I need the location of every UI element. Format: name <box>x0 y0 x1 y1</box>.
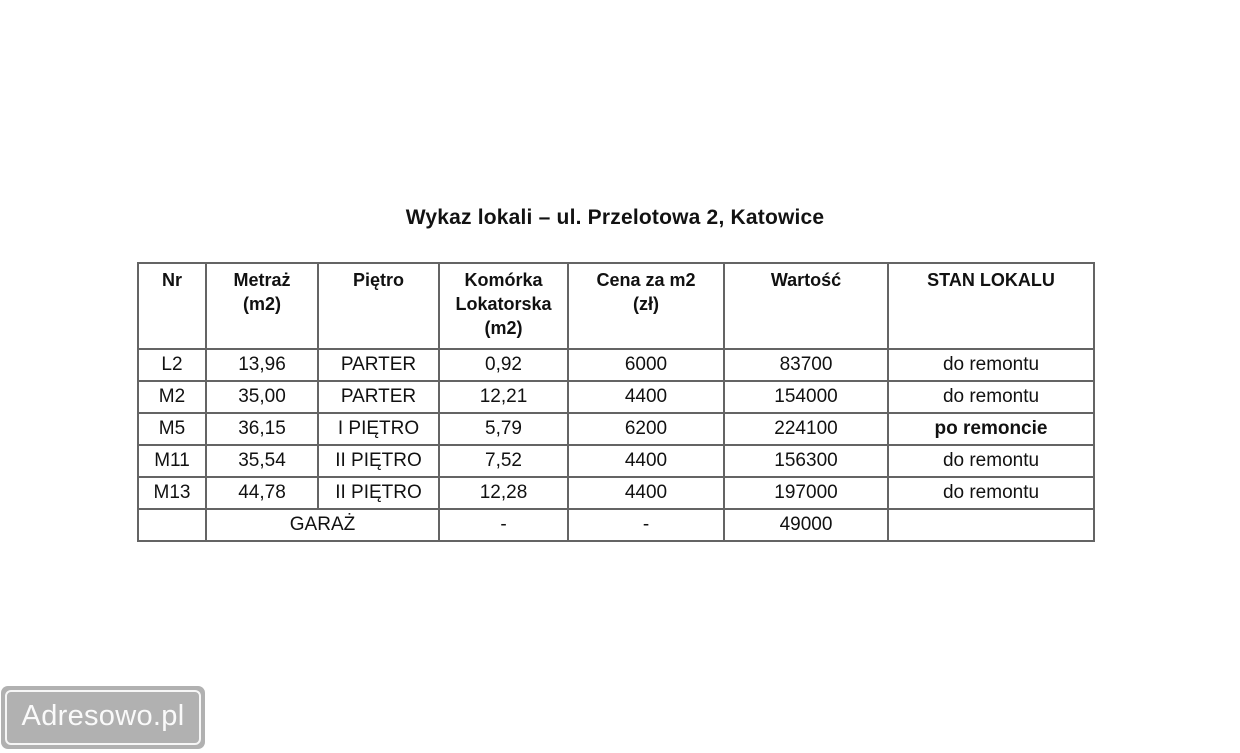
cell-nr: M2 <box>137 380 207 414</box>
cell-wartosc: 49000 <box>723 508 889 542</box>
cell-cena: 4400 <box>567 476 725 510</box>
table-summary-row: GARAŻ - - 49000 <box>137 508 1095 542</box>
cell-cena: 4400 <box>567 380 725 414</box>
header-pietro: Piętro <box>317 262 440 350</box>
header-nr: Nr <box>137 262 207 350</box>
cell-pietro: I PIĘTRO <box>317 412 440 446</box>
header-stan: STAN LOKALU <box>887 262 1095 350</box>
cell-wartosc: 154000 <box>723 380 889 414</box>
table-row: M13 44,78 II PIĘTRO 12,28 4400 197000 do… <box>137 476 1095 510</box>
cell-stan: do remontu <box>887 476 1095 510</box>
cell-pietro: PARTER <box>317 380 440 414</box>
cell-komorka: 0,92 <box>438 348 569 382</box>
table-row: M2 35,00 PARTER 12,21 4400 154000 do rem… <box>137 380 1095 414</box>
table-row: L2 13,96 PARTER 0,92 6000 83700 do remon… <box>137 348 1095 382</box>
lokale-table: Nr Metraż (m2) Piętro Komórka Lokatorska… <box>137 262 1095 542</box>
cell-wartosc: 197000 <box>723 476 889 510</box>
table-row: M5 36,15 I PIĘTRO 5,79 6200 224100 po re… <box>137 412 1095 446</box>
header-komorka: Komórka Lokatorska (m2) <box>438 262 569 350</box>
cell-nr: M5 <box>137 412 207 446</box>
header-metraz: Metraż (m2) <box>205 262 319 350</box>
table-header-row: Nr Metraż (m2) Piętro Komórka Lokatorska… <box>137 262 1095 350</box>
cell-komorka: 7,52 <box>438 444 569 478</box>
adresowo-watermark-logo: Adresowo.pl <box>1 686 205 749</box>
cell-stan-empty <box>887 508 1095 542</box>
cell-komorka: 12,28 <box>438 476 569 510</box>
cell-wartosc: 83700 <box>723 348 889 382</box>
cell-komorka: 5,79 <box>438 412 569 446</box>
cell-pietro: II PIĘTRO <box>317 476 440 510</box>
cell-metraz: 44,78 <box>205 476 319 510</box>
table-row: M11 35,54 II PIĘTRO 7,52 4400 156300 do … <box>137 444 1095 478</box>
cell-cena: - <box>567 508 725 542</box>
cell-stan: po remoncie <box>887 412 1095 446</box>
cell-stan: do remontu <box>887 444 1095 478</box>
header-cena: Cena za m2 (zł) <box>567 262 725 350</box>
cell-nr-empty <box>137 508 207 542</box>
cell-stan: do remontu <box>887 380 1095 414</box>
cell-komorka: 12,21 <box>438 380 569 414</box>
cell-cena: 6000 <box>567 348 725 382</box>
page-title: Wykaz lokali – ul. Przelotowa 2, Katowic… <box>405 206 825 229</box>
cell-komorka: - <box>438 508 569 542</box>
cell-nr: L2 <box>137 348 207 382</box>
cell-metraz: 35,54 <box>205 444 319 478</box>
cell-wartosc: 224100 <box>723 412 889 446</box>
watermark-label: Adresowo.pl <box>21 700 185 732</box>
cell-cena: 6200 <box>567 412 725 446</box>
cell-stan: do remontu <box>887 348 1095 382</box>
header-wartosc: Wartość <box>723 262 889 350</box>
cell-metraz: 13,96 <box>205 348 319 382</box>
cell-garaz-label: GARAŻ <box>205 508 440 542</box>
cell-pietro: II PIĘTRO <box>317 444 440 478</box>
cell-nr: M13 <box>137 476 207 510</box>
cell-wartosc: 156300 <box>723 444 889 478</box>
cell-nr: M11 <box>137 444 207 478</box>
cell-metraz: 35,00 <box>205 380 319 414</box>
cell-metraz: 36,15 <box>205 412 319 446</box>
cell-pietro: PARTER <box>317 348 440 382</box>
cell-cena: 4400 <box>567 444 725 478</box>
